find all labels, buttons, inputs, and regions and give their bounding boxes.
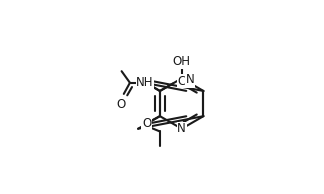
Text: N: N bbox=[186, 73, 195, 86]
Text: O: O bbox=[142, 117, 151, 130]
Text: NH: NH bbox=[136, 76, 154, 89]
Text: N: N bbox=[177, 122, 186, 135]
Text: O: O bbox=[117, 98, 126, 111]
Text: CN: CN bbox=[178, 75, 195, 88]
Text: OH: OH bbox=[173, 55, 191, 68]
